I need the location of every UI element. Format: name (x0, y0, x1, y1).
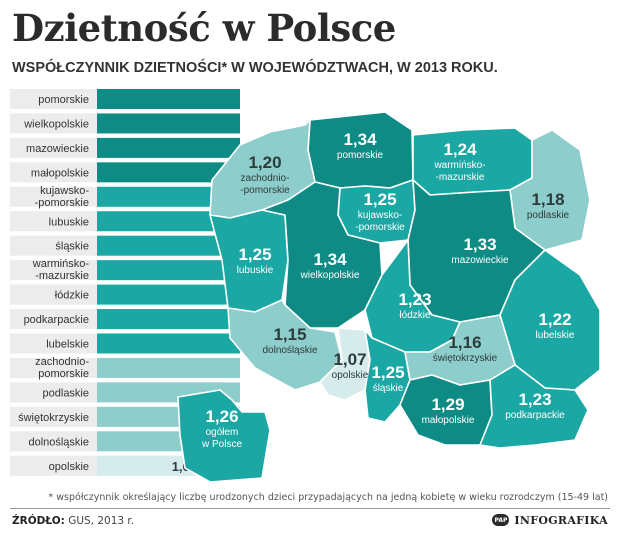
map-label-zachodniopomorskie: zachodnio--pomorskie (240, 173, 290, 196)
map-value-malopolskie: 1,29 (431, 395, 464, 414)
map-value-podkarpackie: 1,23 (518, 390, 551, 409)
bar-label-lubelskie: lubelskie (46, 339, 89, 351)
bar-label-wielkopolskie: wielkopolskie (23, 118, 89, 130)
map-value-lodzkie: 1,23 (398, 290, 431, 309)
map-label-pomorskie: pomorskie (337, 150, 384, 161)
map-value-opolskie: 1,07 (333, 350, 366, 369)
bar-wielkopolskie (97, 113, 240, 134)
map-region-lubuskie (209, 209, 289, 313)
bar-label-dolnoslaskie: dolnośląskie (28, 436, 89, 448)
map-region-dolnoslaskie (227, 299, 343, 391)
map-value-swietokrzyskie: 1,16 (448, 333, 481, 352)
map-label-lubuskie: lubuskie (237, 265, 274, 276)
map-value-lubelskie: 1,22 (538, 310, 571, 329)
bar-lubelskie (97, 333, 240, 354)
bar-chart: pomorskie1,34wielkopolskie1,34mazowiecki… (10, 89, 240, 476)
page-title: Dzietność w Polsce (12, 6, 396, 50)
map-label-warminsko-mazurskie: warmińsko--mazurskie (433, 160, 485, 183)
map-label-slaskie: śląskie (373, 383, 404, 394)
footnote: * współczynnik określający liczbę urodzo… (48, 492, 608, 503)
bar-podkarpackie (97, 309, 240, 330)
map-value-zachodniopomorskie: 1,20 (248, 153, 281, 172)
map-label-lodzkie: łódzkie (399, 310, 431, 321)
bar-label-opolskie: opolskie (49, 461, 89, 473)
bar-mazowieckie (97, 137, 240, 158)
map-label-swietokrzyskie: świętokrzyskie (433, 353, 498, 364)
bar-malopolskie (97, 162, 240, 183)
bar-pomorskie (97, 89, 240, 109)
map-value-total: 1,26 (205, 407, 238, 426)
bar-label-podkarpackie: podkarpackie (24, 314, 89, 326)
source-value: GUS, 2013 r. (68, 515, 135, 527)
bar-label-kujawsko-pomorskie: kujawsko--pomorskie (35, 185, 90, 209)
bar-label-pomorskie: pomorskie (38, 94, 89, 106)
bar-label-swietokrzyskie: świętokrzyskie (18, 412, 89, 424)
bar-opolskie (97, 455, 202, 476)
footer-divider (10, 508, 610, 509)
bar-lubuskie (97, 211, 240, 232)
map-value-dolnoslaskie: 1,15 (273, 325, 306, 344)
map-region-podlaskie (509, 129, 591, 251)
bar-kujawsko-pomorskie (97, 186, 240, 207)
map-label-podlaskie: podlaskie (527, 210, 570, 221)
page-subtitle: WSPÓŁCZYNNIK DZIETNOŚCI* W WOJEWÓDZTWACH… (12, 60, 498, 76)
map-value-kujawsko-pomorskie: 1,25 (363, 190, 396, 209)
bar-label-mazowieckie: mazowieckie (26, 143, 89, 155)
map-value-podlaskie: 1,18 (531, 190, 564, 209)
bar-label-podlaskie: podlaskie (43, 387, 89, 399)
map-value-lubuskie: 1,25 (238, 245, 271, 264)
bar-lodzkie (97, 284, 240, 305)
map-label-lubelskie: lubelskie (536, 330, 575, 341)
map-value-warminsko-mazurskie: 1,24 (443, 140, 477, 159)
map-label-mazowieckie: mazowieckie (451, 255, 509, 266)
map-label-dolnoslaskie: dolnośląskie (262, 345, 317, 356)
brand-text: INFOGRAFIKA (514, 513, 608, 527)
map-label-total: ogółem w Polsce (201, 427, 242, 450)
map-label-wielkopolskie: wielkopolskie (300, 270, 360, 281)
map-region-slaskie (364, 329, 411, 423)
map-region-total (177, 389, 271, 483)
map-label-opolskie: opolskie (332, 370, 369, 381)
map-label-podkarpackie: podkarpackie (505, 410, 565, 421)
bar-label-slaskie: śląskie (55, 241, 89, 253)
map-label-kujawsko-pomorskie: kujawsko--pomorskie (355, 210, 405, 233)
bar-zachodnio-pomorskie (97, 357, 240, 378)
bar-slaskie (97, 235, 240, 256)
bar-label-zachodnio-pomorskie: zachodnio-pomorskie (35, 356, 89, 380)
bar-label-lodzkie: łódzkie (55, 290, 89, 302)
map-label-malopolskie: małopolskie (422, 415, 475, 426)
map-value-pomorskie: 1,34 (343, 130, 377, 149)
source-label: ŹRÓDŁO: (12, 515, 65, 527)
bar-label-warminsko-mazurskie: warmińsko--mazurskie (32, 258, 90, 282)
brand: PAP INFOGRAFIKA (492, 512, 608, 528)
pap-logo-icon: PAP (492, 514, 510, 526)
bar-warminsko-mazurskie (97, 260, 240, 281)
map-value-slaskie: 1,25 (371, 363, 404, 382)
map-value-wielkopolskie: 1,34 (313, 250, 347, 269)
bar-label-lubuskie: lubuskie (49, 216, 89, 228)
map-value-mazowieckie: 1,33 (463, 235, 496, 254)
bar-label-malopolskie: małopolskie (31, 167, 89, 179)
source-note: ŹRÓDŁO: GUS, 2013 r. (12, 515, 134, 527)
map-region-podkarpackie (479, 364, 589, 449)
